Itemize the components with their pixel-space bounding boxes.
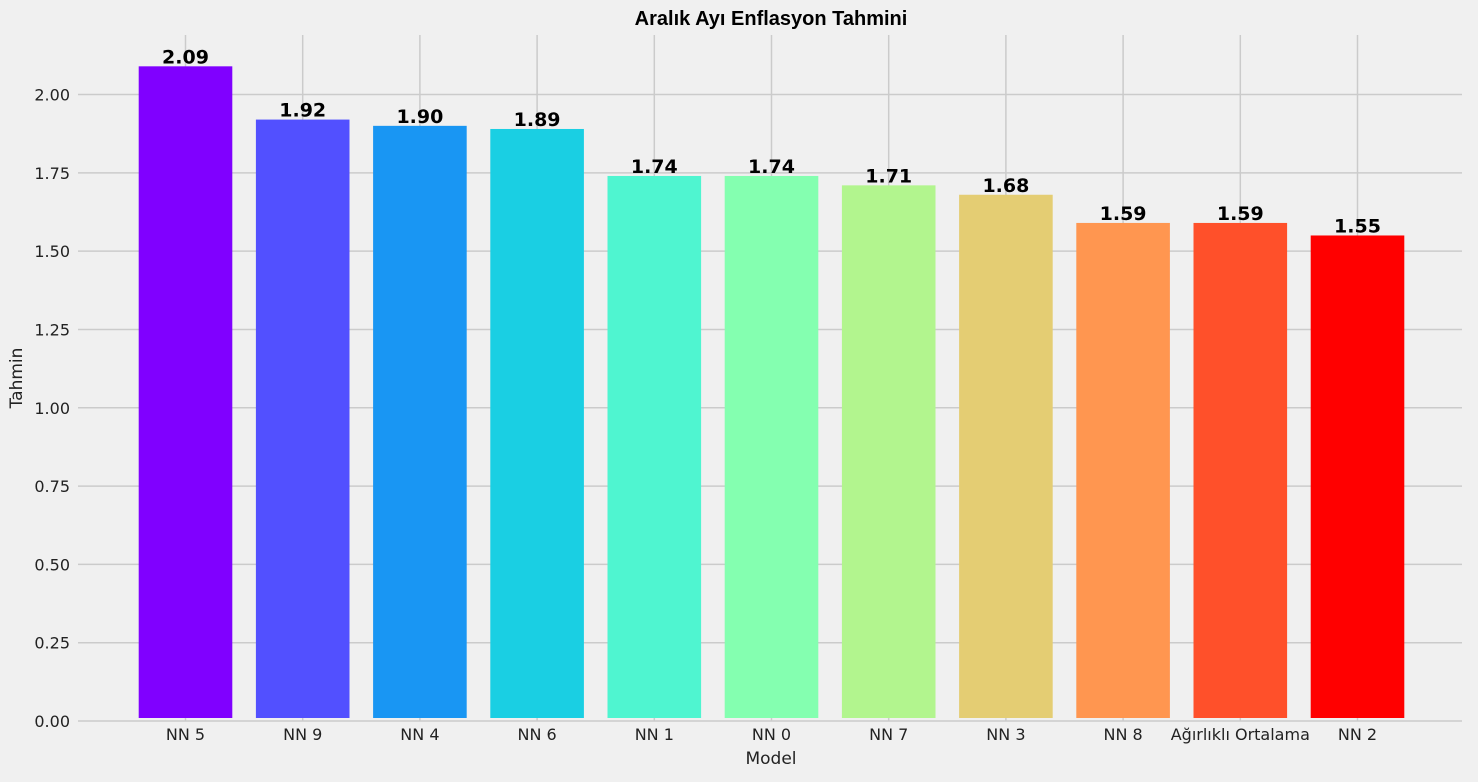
x-tick-label: NN 2	[1338, 725, 1377, 744]
bar	[959, 194, 1053, 718]
y-tick-label: 0.75	[34, 477, 70, 496]
x-tick-label: NN 0	[752, 725, 791, 744]
y-tick-label: 1.50	[34, 242, 70, 261]
bar-value-label: 1.68	[982, 175, 1029, 197]
bar-layer	[138, 66, 1405, 719]
bar	[490, 128, 584, 718]
bar-value-label: 1.92	[279, 100, 326, 122]
bar-value-label: 1.90	[396, 106, 443, 128]
y-tick-label: 0.00	[34, 712, 70, 731]
bar-value-label: 1.74	[631, 156, 678, 178]
bar	[1193, 222, 1288, 719]
x-tick-label: Ağırlıklı Ortalama	[1171, 725, 1310, 744]
bar	[255, 119, 350, 719]
y-tick-label: 1.25	[34, 320, 70, 339]
x-tick-label: NN 5	[166, 725, 205, 744]
bar	[607, 175, 702, 718]
bar-value-label: 1.59	[1100, 203, 1147, 225]
y-tick-labels: 0.00 0.25 0.50 0.75 1.00 1.25 1.50 1.75 2.00	[34, 86, 70, 731]
bar	[724, 175, 819, 718]
y-axis-label: Tahmin	[7, 348, 27, 410]
y-tick-label: 0.50	[34, 555, 70, 574]
chart-title: Aralık Ayı Enflasyon Tahmini	[635, 8, 908, 30]
x-tick-label: NN 7	[869, 725, 908, 744]
bar-value-label: 2.09	[162, 46, 209, 68]
x-tick-label: NN 4	[400, 725, 439, 744]
bar-value-label: 1.59	[1217, 203, 1264, 225]
x-axis-label: Model	[745, 749, 796, 769]
bar-value-label: 1.55	[1334, 215, 1381, 237]
bar	[1310, 235, 1405, 718]
bar-value-label: 1.71	[865, 165, 912, 187]
y-tick-label: 0.25	[34, 634, 70, 653]
bar	[1076, 222, 1170, 719]
bar	[373, 125, 467, 718]
bar	[841, 185, 936, 718]
bar	[138, 66, 233, 718]
bar-value-label: 1.74	[748, 156, 795, 178]
bar-value-label: 1.89	[514, 109, 561, 131]
x-tick-label: NN 8	[1103, 725, 1142, 744]
y-tick-label: 2.00	[34, 86, 70, 105]
x-tick-label: NN 6	[517, 725, 556, 744]
x-tick-label: NN 1	[635, 725, 674, 744]
x-tick-label: NN 3	[986, 725, 1025, 744]
x-tick-labels: NN 5 NN 9 NN 4 NN 6 NN 1 NN 0 NN 7 NN 3 NN 8 Ağır…	[166, 725, 1377, 744]
y-tick-label: 1.75	[34, 164, 70, 183]
x-tick-label: NN 9	[283, 725, 322, 744]
data-label-layer: 2.09 1.92 1.90 1.89 1.74 1.74 1.71 1.68 1.59 1.59…	[162, 46, 1381, 237]
y-tick-label: 1.00	[34, 399, 70, 418]
